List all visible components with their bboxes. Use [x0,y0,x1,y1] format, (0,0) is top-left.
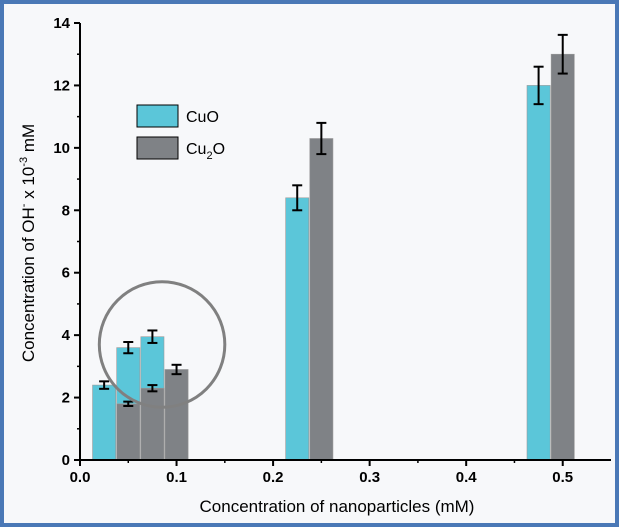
bar-cuo-3 [285,197,310,461]
legend-swatch-cuo [136,104,179,128]
bar-cu2o-3 [309,138,334,461]
y-tick-label: 4 [62,327,71,344]
error-bar-cu2o-3 [316,121,327,156]
bar-cu2o-4 [550,53,575,461]
y-tick-label: 12 [53,77,70,94]
error-bar-cuo-4 [533,65,544,106]
y-tick-label: 6 [62,265,70,282]
error-bar-cuo-2 [147,329,158,344]
legend: CuO Cu2O [136,104,225,162]
error-bar-cuo-0 [99,380,110,390]
legend-label-cu2o: Cu2O [186,141,225,162]
bar-cu2o-1 [140,387,165,461]
bar-cuo-4 [526,85,551,461]
x-tick-label: 0.0 [70,469,91,486]
error-bar-cu2o-4 [557,33,568,75]
error-bar-cuo-3 [292,184,303,212]
x-axis-label: Concentration of nanoparticles (mM) [200,497,475,516]
error-bar-cuo-1 [123,341,134,355]
bar-cu2o-2 [164,369,189,461]
y-tick-label: 2 [62,390,70,407]
x-tick-label: 0.5 [552,469,573,486]
legend-label-cuo: CuO [186,109,219,126]
x-tick-label: 0.2 [263,469,284,486]
error-bar-cu2o-0 [123,400,134,407]
error-bar-cu2o-1 [147,384,158,393]
x-tick-label: 0.3 [359,469,380,486]
error-bars-group [99,33,568,407]
bar-cuo-0 [92,384,117,461]
x-tick-label: 0.1 [166,469,187,486]
highlight-circle [97,280,227,409]
ticks-group: 0.0 0.1 0.2 0.3 0.4 0.5 0 2 4 6 8 10 12 14 [53,15,573,486]
y-tick-label: 14 [53,15,70,32]
y-tick-label: 0 [62,452,70,469]
y-tick-label: 8 [62,202,70,219]
annotation-group [97,280,227,409]
error-bar-cu2o-2 [171,363,182,376]
bar-cu2o-0 [116,403,141,461]
legend-swatch-cu2o [136,136,179,160]
y-tick-label: 10 [53,140,70,157]
y-axis-label: Concentration of OH- x 10-3 mM [18,124,38,362]
x-tick-label: 0.4 [456,469,478,486]
